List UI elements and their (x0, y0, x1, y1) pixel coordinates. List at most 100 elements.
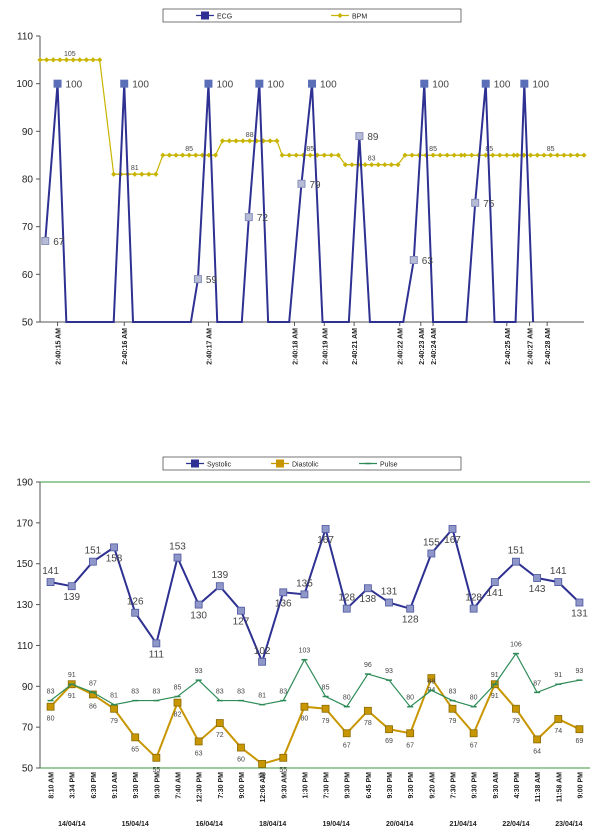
systolic-data-label: 128 (338, 593, 355, 604)
ecg-point (308, 79, 316, 88)
x-tick-label: 6:45 PM (366, 772, 373, 799)
systolic-data-label: 128 (465, 593, 482, 604)
legend-label-diastolic: Diastolic (292, 462, 319, 469)
systolic-point (173, 553, 182, 562)
diastolic-data-label: 52 (258, 773, 266, 780)
bpm-point (554, 152, 560, 158)
pulse-data-label: 83 (131, 689, 139, 696)
systolic-data-label: 136 (275, 598, 292, 609)
bpm-point (534, 152, 540, 158)
bpm-point (160, 152, 166, 158)
date-label: 21/04/14 (449, 821, 476, 828)
x-tick-label: 11:58 AM (556, 772, 563, 802)
series-systolic: 141 139 151 158 126 111 153 130 139 127 102 136 135 1… (42, 525, 588, 666)
ecg-data-label: 100 (494, 80, 511, 91)
ecg-data-label: 59 (206, 275, 218, 286)
legend-systolic-marker (191, 459, 199, 468)
x-tick-label: 9:30 PM (408, 772, 415, 799)
diastolic-data-label: 79 (512, 718, 520, 725)
bpm-point (462, 152, 468, 158)
pulse-data-label: 83 (152, 689, 160, 696)
systolic-data-label: 151 (508, 546, 525, 557)
systolic-data-label: 143 (529, 584, 546, 595)
bpm-step-connector (99, 59, 115, 175)
systolic-point (237, 606, 245, 615)
date-label: 22/04/14 (502, 821, 529, 828)
x-tick-label: 12:30 PM (197, 772, 204, 803)
bpm-point (83, 57, 90, 63)
systolic-point (342, 604, 351, 613)
bpm-point (37, 57, 43, 63)
x-tick-label: 2:40:15 AM (56, 328, 63, 365)
systolic-data-label: 102 (254, 646, 271, 657)
diastolic-point (533, 735, 542, 744)
systolic-point (406, 604, 415, 613)
diastolic-data-label: 65 (131, 746, 139, 753)
bpm-point (437, 152, 443, 158)
bpm-point (77, 57, 83, 63)
bpm-point (307, 152, 313, 158)
bpm-point (504, 152, 510, 158)
systolic-data-label: 135 (296, 578, 313, 589)
pulse-data-label: 83 (279, 689, 287, 696)
systolic-point (110, 543, 118, 552)
bpm-step-connector (214, 140, 224, 156)
pulse-data-label: 81 (258, 693, 266, 700)
x-tick-label: 9:00 PM (577, 772, 584, 799)
legend-bpm-marker (337, 12, 343, 19)
ecg-data-label: 100 (267, 80, 284, 91)
x-tick-label: 9:00 PM (239, 772, 246, 799)
x-tick-label: 9:30 PM (154, 772, 161, 799)
systolic-point (67, 582, 76, 591)
diastolic-data-label: 79 (110, 718, 118, 725)
date-label: 18/04/14 (259, 821, 286, 828)
diastolic-data-label: 67 (406, 742, 414, 749)
bpm-point (44, 57, 50, 63)
ecg-point (204, 79, 213, 88)
pulse-data-label: 80 (470, 695, 478, 702)
ecg-point (41, 236, 50, 245)
pulse-data-label: 103 (299, 648, 311, 655)
diastolic-data-label: 86 (89, 703, 97, 710)
pulse-data-label: 80 (406, 695, 414, 702)
diastolic-point (258, 760, 267, 768)
bpm-point (240, 138, 246, 144)
legend: ECG BPM (162, 8, 462, 23)
bpm-data-label: 85 (185, 146, 193, 153)
ecg-point (120, 79, 129, 88)
systolic-data-label: 151 (85, 546, 102, 557)
ecg-data-label: 79 (309, 180, 321, 191)
bpm-point (574, 152, 580, 158)
pulse-data-label: 87 (533, 680, 541, 687)
x-tick-label: 9:10 AM (112, 772, 119, 799)
diastolic-data-label: 63 (195, 750, 203, 757)
systolic-data-label: 131 (381, 587, 398, 598)
x-tick-label: 9:30 PM (133, 772, 140, 799)
bpm-point (139, 171, 145, 177)
pulse-data-label: 83 (47, 689, 55, 696)
systolic-point (490, 578, 499, 586)
ecg-data-label: 67 (53, 237, 65, 248)
systolic-data-label: 127 (233, 617, 250, 628)
bpm-point (581, 152, 587, 158)
bpm-point (483, 152, 489, 158)
pulse-data-label: 93 (195, 668, 203, 675)
ecg-data-label: 63 (422, 256, 434, 267)
ecg-point (53, 79, 62, 88)
systolic-point (512, 557, 520, 566)
ecg-data-label: 72 (257, 213, 269, 224)
pulse-data-label: 85 (322, 685, 330, 692)
bpm-point (219, 138, 226, 144)
bpm-point (382, 162, 388, 168)
ecg-data-label: 89 (367, 132, 379, 143)
x-tick-label: 1:30 PM (302, 772, 309, 799)
y-tick-label: 130 (16, 600, 33, 611)
systolic-data-label: 167 (444, 535, 461, 546)
legend-label-bpm: BPM (352, 14, 367, 21)
ecg-point (420, 79, 429, 88)
y-tick-label: 60 (22, 270, 34, 281)
series-pulse: 83 91 87 81 83 83 85 93 83 83 81 83 103 85 80 96 93 80 88 8… (47, 642, 583, 708)
bpm-point (226, 138, 232, 144)
x-tick-label: 6:30 PM (91, 772, 98, 799)
